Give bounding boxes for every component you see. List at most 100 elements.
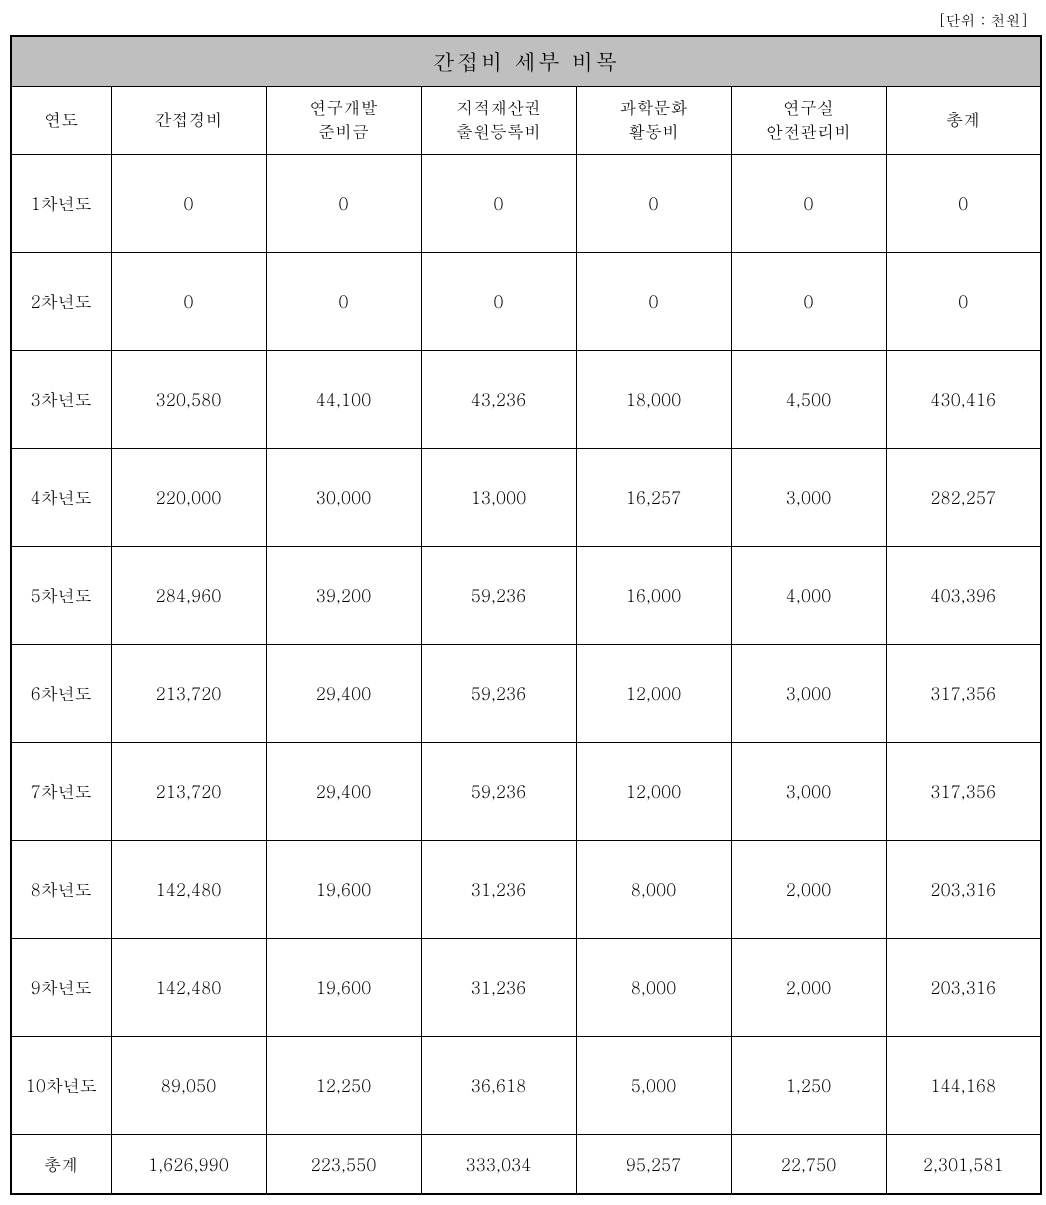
table-row: 10차년도89,05012,25036,6185,0001,250144,168	[11, 1036, 1041, 1134]
table-row: 6차년도213,72029,40059,23612,0003,000317,35…	[11, 644, 1041, 742]
cell-year: 3차년도	[11, 350, 111, 448]
cell-year: 4차년도	[11, 448, 111, 546]
total-c4: 95,257	[576, 1134, 731, 1194]
cell-ip-registration: 13,000	[421, 448, 576, 546]
cell-ip-registration: 59,236	[421, 742, 576, 840]
cell-year: 2차년도	[11, 252, 111, 350]
table-header-row: 연도 간접경비 연구개발준비금 지적재산권출원등록비 과학문화활동비 연구실안전…	[11, 86, 1041, 154]
cell-indirect-expense: 0	[111, 154, 266, 252]
cell-indirect-expense: 284,960	[111, 546, 266, 644]
col-header-year: 연도	[11, 86, 111, 154]
total-c5: 22,750	[731, 1134, 886, 1194]
cell-total: 403,396	[886, 546, 1041, 644]
cell-science-culture: 16,000	[576, 546, 731, 644]
cell-science-culture: 0	[576, 154, 731, 252]
cell-year: 5차년도	[11, 546, 111, 644]
cell-year: 8차년도	[11, 840, 111, 938]
cell-indirect-expense: 142,480	[111, 938, 266, 1036]
cell-science-culture: 12,000	[576, 644, 731, 742]
col-header-indirect-expense: 간접경비	[111, 86, 266, 154]
cell-science-culture: 18,000	[576, 350, 731, 448]
cell-rd-reserve: 44,100	[266, 350, 421, 448]
table-row: 9차년도142,48019,60031,2368,0002,000203,316	[11, 938, 1041, 1036]
cell-total: 144,168	[886, 1036, 1041, 1134]
cell-indirect-expense: 213,720	[111, 742, 266, 840]
cell-lab-safety: 2,000	[731, 938, 886, 1036]
cell-total: 0	[886, 154, 1041, 252]
cell-year: 6차년도	[11, 644, 111, 742]
cell-indirect-expense: 213,720	[111, 644, 266, 742]
unit-label: [단위 : 천원]	[10, 10, 1036, 31]
table-row: 8차년도142,48019,60031,2368,0002,000203,316	[11, 840, 1041, 938]
cell-lab-safety: 0	[731, 252, 886, 350]
cell-indirect-expense: 89,050	[111, 1036, 266, 1134]
cell-indirect-expense: 142,480	[111, 840, 266, 938]
cell-lab-safety: 2,000	[731, 840, 886, 938]
cell-indirect-expense: 0	[111, 252, 266, 350]
cell-lab-safety: 3,000	[731, 644, 886, 742]
cell-rd-reserve: 0	[266, 154, 421, 252]
cell-ip-registration: 0	[421, 252, 576, 350]
cell-indirect-expense: 320,580	[111, 350, 266, 448]
table-row: 2차년도000000	[11, 252, 1041, 350]
table-title: 간접비 세부 비목	[11, 36, 1041, 86]
cell-ip-registration: 31,236	[421, 840, 576, 938]
col-header-ip-registration: 지적재산권출원등록비	[421, 86, 576, 154]
cell-science-culture: 0	[576, 252, 731, 350]
cell-lab-safety: 3,000	[731, 742, 886, 840]
cell-lab-safety: 3,000	[731, 448, 886, 546]
col-header-lab-safety: 연구실안전관리비	[731, 86, 886, 154]
cell-year: 1차년도	[11, 154, 111, 252]
cell-rd-reserve: 39,200	[266, 546, 421, 644]
cell-ip-registration: 59,236	[421, 644, 576, 742]
cell-science-culture: 8,000	[576, 938, 731, 1036]
cell-ip-registration: 59,236	[421, 546, 576, 644]
table-row: 3차년도320,58044,10043,23618,0004,500430,41…	[11, 350, 1041, 448]
table-row: 1차년도000000	[11, 154, 1041, 252]
cell-lab-safety: 1,250	[731, 1036, 886, 1134]
total-c3: 333,034	[421, 1134, 576, 1194]
cell-science-culture: 8,000	[576, 840, 731, 938]
total-label: 총계	[11, 1134, 111, 1194]
col-header-total: 총계	[886, 86, 1041, 154]
cell-ip-registration: 36,618	[421, 1036, 576, 1134]
cell-lab-safety: 4,000	[731, 546, 886, 644]
cell-year: 9차년도	[11, 938, 111, 1036]
cell-ip-registration: 43,236	[421, 350, 576, 448]
cell-rd-reserve: 19,600	[266, 938, 421, 1036]
table-body: 1차년도0000002차년도0000003차년도320,58044,10043,…	[11, 154, 1041, 1134]
table-row: 5차년도284,96039,20059,23616,0004,000403,39…	[11, 546, 1041, 644]
total-c2: 223,550	[266, 1134, 421, 1194]
cell-rd-reserve: 0	[266, 252, 421, 350]
cell-science-culture: 16,257	[576, 448, 731, 546]
col-header-science-culture: 과학문화활동비	[576, 86, 731, 154]
cell-lab-safety: 0	[731, 154, 886, 252]
col-header-rd-reserve: 연구개발준비금	[266, 86, 421, 154]
cell-total: 317,356	[886, 742, 1041, 840]
cell-total: 317,356	[886, 644, 1041, 742]
total-c6: 2,301,581	[886, 1134, 1041, 1194]
cell-rd-reserve: 29,400	[266, 742, 421, 840]
cell-total: 203,316	[886, 938, 1041, 1036]
cell-ip-registration: 0	[421, 154, 576, 252]
cell-rd-reserve: 12,250	[266, 1036, 421, 1134]
cell-total: 282,257	[886, 448, 1041, 546]
table-row: 4차년도220,00030,00013,00016,2573,000282,25…	[11, 448, 1041, 546]
cell-science-culture: 5,000	[576, 1036, 731, 1134]
cell-rd-reserve: 19,600	[266, 840, 421, 938]
total-c1: 1,626,990	[111, 1134, 266, 1194]
cell-total: 430,416	[886, 350, 1041, 448]
cell-lab-safety: 4,500	[731, 350, 886, 448]
cell-indirect-expense: 220,000	[111, 448, 266, 546]
cell-total: 0	[886, 252, 1041, 350]
cell-year: 7차년도	[11, 742, 111, 840]
cell-ip-registration: 31,236	[421, 938, 576, 1036]
table-total-row: 총계 1,626,990 223,550 333,034 95,257 22,7…	[11, 1134, 1041, 1194]
table-row: 7차년도213,72029,40059,23612,0003,000317,35…	[11, 742, 1041, 840]
cell-rd-reserve: 29,400	[266, 644, 421, 742]
indirect-cost-table: 간접비 세부 비목 연도 간접경비 연구개발준비금 지적재산권출원등록비 과학문…	[10, 35, 1042, 1195]
cell-total: 203,316	[886, 840, 1041, 938]
cell-science-culture: 12,000	[576, 742, 731, 840]
cell-year: 10차년도	[11, 1036, 111, 1134]
cell-rd-reserve: 30,000	[266, 448, 421, 546]
